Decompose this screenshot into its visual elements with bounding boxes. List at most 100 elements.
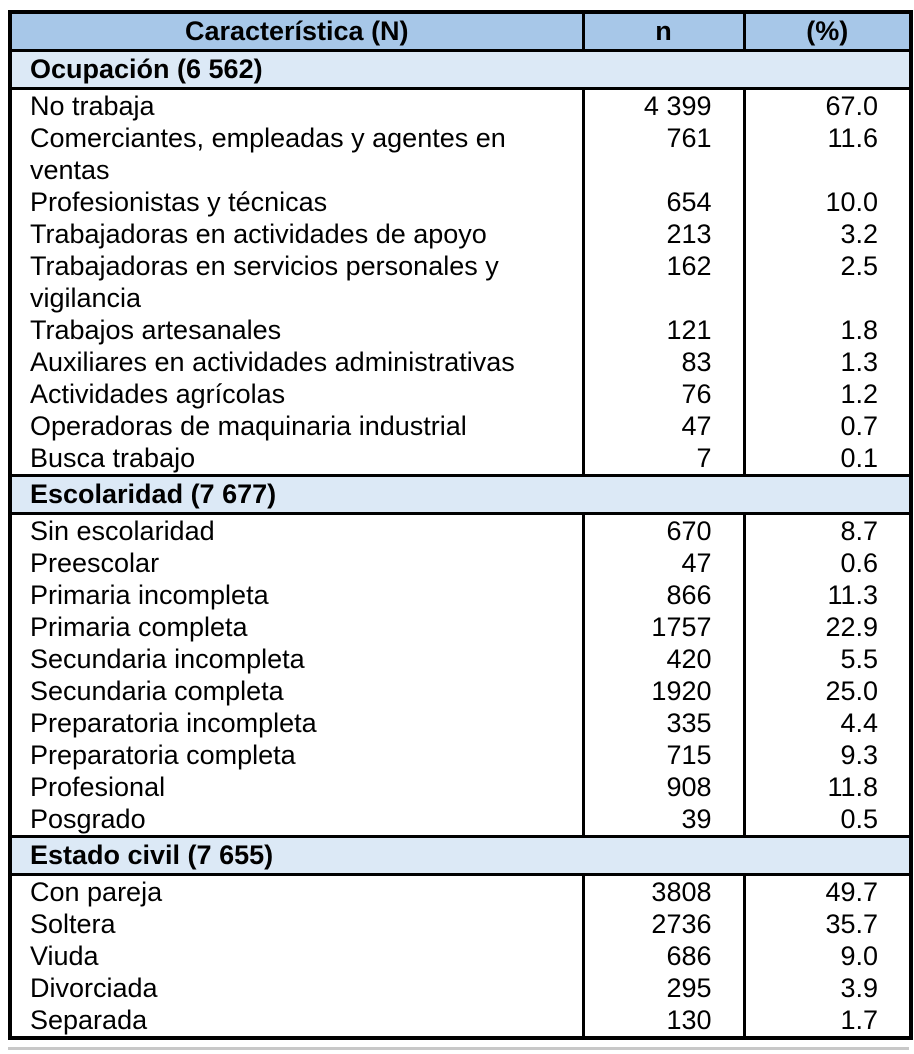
n-cell: 2736 — [583, 908, 746, 940]
table-row: Preparatoria completa 715 9.3 — [10, 739, 911, 771]
pct-cell: 49.7 — [744, 874, 911, 908]
n-cell: 121 — [583, 314, 746, 346]
pct-cell: 0.5 — [744, 803, 911, 837]
characteristic-cell: Trabajadoras en actividades de apoyo — [10, 218, 585, 250]
table-row: Profesionistas y técnicas 654 10.0 — [10, 186, 911, 218]
pct-cell: 3.2 — [744, 218, 911, 250]
pct-cell: 1.7 — [744, 1004, 911, 1038]
characteristic-cell: Busca trabajo — [10, 442, 585, 476]
section-row: Ocupación (6 562) — [10, 49, 911, 90]
characteristic-cell: Comerciantes, empleadas y agentes en ven… — [10, 122, 585, 186]
n-cell: 866 — [583, 579, 746, 611]
n-cell: 130 — [583, 1004, 746, 1038]
n-cell: 4 399 — [583, 88, 746, 122]
characteristic-cell: Primaria completa — [10, 611, 585, 643]
header-row: Característica (N) n (%) — [8, 10, 913, 52]
table-row: Profesional 908 11.8 — [10, 771, 911, 803]
pct-cell: 22.9 — [744, 611, 911, 643]
characteristic-cell: Sin escolaridad — [10, 513, 585, 547]
characteristic-cell: Primaria incompleta — [10, 579, 585, 611]
pct-cell: 67.0 — [744, 88, 911, 122]
characteristic-cell: Preescolar — [10, 547, 585, 579]
pct-cell: 3.9 — [744, 972, 911, 1004]
n-cell: 761 — [583, 122, 746, 186]
pct-cell: 11.8 — [744, 771, 911, 803]
n-cell: 1757 — [583, 611, 746, 643]
characteristic-cell: Actividades agrícolas — [10, 378, 585, 410]
characteristic-cell: Trabajos artesanales — [10, 314, 585, 346]
table-row: Preescolar 47 0.6 — [10, 547, 911, 579]
table-row: Trabajadoras en actividades de apoyo 213 3… — [10, 218, 911, 250]
characteristic-cell: Separada — [10, 1004, 585, 1038]
col-header-percent: (%) — [742, 10, 913, 52]
table-row: Auxiliares en actividades administrativa… — [10, 346, 911, 378]
n-cell: 39 — [583, 803, 746, 837]
n-cell: 213 — [583, 218, 746, 250]
characteristic-cell: Soltera — [10, 908, 585, 940]
characteristic-cell: Con pareja — [10, 874, 585, 908]
characteristic-cell: Operadoras de maquinaria industrial — [10, 410, 585, 442]
n-cell: 47 — [583, 410, 746, 442]
table-row: Primaria incompleta 866 11.3 — [10, 579, 911, 611]
n-cell: 654 — [583, 186, 746, 218]
n-cell: 715 — [583, 739, 746, 771]
table-row: Actividades agrícolas 76 1.2 — [10, 378, 911, 410]
characteristic-cell: Auxiliares en actividades administrativa… — [10, 346, 585, 378]
table-row: Preparatoria incompleta 335 4.4 — [10, 707, 911, 739]
table-body: Ocupación (6 562) No trabaja 4 399 67.0 Come… — [10, 49, 911, 1038]
characteristics-table: Característica (N) n (%) Ocupación (6 56… — [8, 10, 913, 1040]
section-row: Escolaridad (7 677) — [10, 474, 911, 515]
table-row: Divorciada 295 3.9 — [10, 972, 911, 1004]
n-cell: 76 — [583, 378, 746, 410]
col-header-n: n — [581, 10, 746, 52]
table-row: Posgrado 39 0.5 — [10, 803, 911, 837]
table-row: Comerciantes, empleadas y agentes en ven… — [10, 122, 911, 186]
demographics-table: Característica (N) n (%) Ocupación (6 56… — [8, 10, 913, 1040]
table-row: Trabajadoras en servicios personales y v… — [10, 250, 911, 314]
characteristic-cell: Posgrado — [10, 803, 585, 837]
characteristic-cell: Preparatoria completa — [10, 739, 585, 771]
n-cell: 908 — [583, 771, 746, 803]
pct-cell: 0.1 — [744, 442, 911, 476]
pct-cell: 35.7 — [744, 908, 911, 940]
section-title: Ocupación (6 562) — [10, 49, 911, 90]
characteristic-cell: Secundaria incompleta — [10, 643, 585, 675]
table-row: Primaria completa 1757 22.9 — [10, 611, 911, 643]
table-row: Busca trabajo 7 0.1 — [10, 442, 911, 476]
table-row: Trabajos artesanales 121 1.8 — [10, 314, 911, 346]
pct-cell: 9.3 — [744, 739, 911, 771]
n-cell: 83 — [583, 346, 746, 378]
pct-cell: 10.0 — [744, 186, 911, 218]
n-cell: 670 — [583, 513, 746, 547]
characteristic-cell: Profesionistas y técnicas — [10, 186, 585, 218]
characteristic-cell: Viuda — [10, 940, 585, 972]
characteristic-cell: Preparatoria incompleta — [10, 707, 585, 739]
table-row: No trabaja 4 399 67.0 — [10, 88, 911, 122]
table-row: Secundaria completa 1920 25.0 — [10, 675, 911, 707]
pct-cell: 4.4 — [744, 707, 911, 739]
n-cell: 162 — [583, 250, 746, 314]
characteristic-cell: Divorciada — [10, 972, 585, 1004]
n-cell: 7 — [583, 442, 746, 476]
n-cell: 420 — [583, 643, 746, 675]
characteristic-cell: No trabaja — [10, 88, 585, 122]
table-row: Soltera 2736 35.7 — [10, 908, 911, 940]
pct-cell: 0.7 — [744, 410, 911, 442]
table-row: Con pareja 3808 49.7 — [10, 874, 911, 908]
table-row: Operadoras de maquinaria industrial 47 0.7 — [10, 410, 911, 442]
pct-cell: 1.2 — [744, 378, 911, 410]
pct-cell: 0.6 — [744, 547, 911, 579]
pct-cell: 1.8 — [744, 314, 911, 346]
n-cell: 686 — [583, 940, 746, 972]
table-row: Sin escolaridad 670 8.7 — [10, 513, 911, 547]
pct-cell: 1.3 — [744, 346, 911, 378]
pct-cell: 2.5 — [744, 250, 911, 314]
page-cutoff-line — [8, 1047, 909, 1050]
pct-cell: 11.6 — [744, 122, 911, 186]
table-row: Separada 130 1.7 — [10, 1004, 911, 1038]
table-header: Característica (N) n (%) — [8, 10, 913, 52]
characteristic-cell: Profesional — [10, 771, 585, 803]
col-header-caracteristica: Característica (N) — [8, 10, 585, 52]
n-cell: 295 — [583, 972, 746, 1004]
characteristic-cell: Secundaria completa — [10, 675, 585, 707]
